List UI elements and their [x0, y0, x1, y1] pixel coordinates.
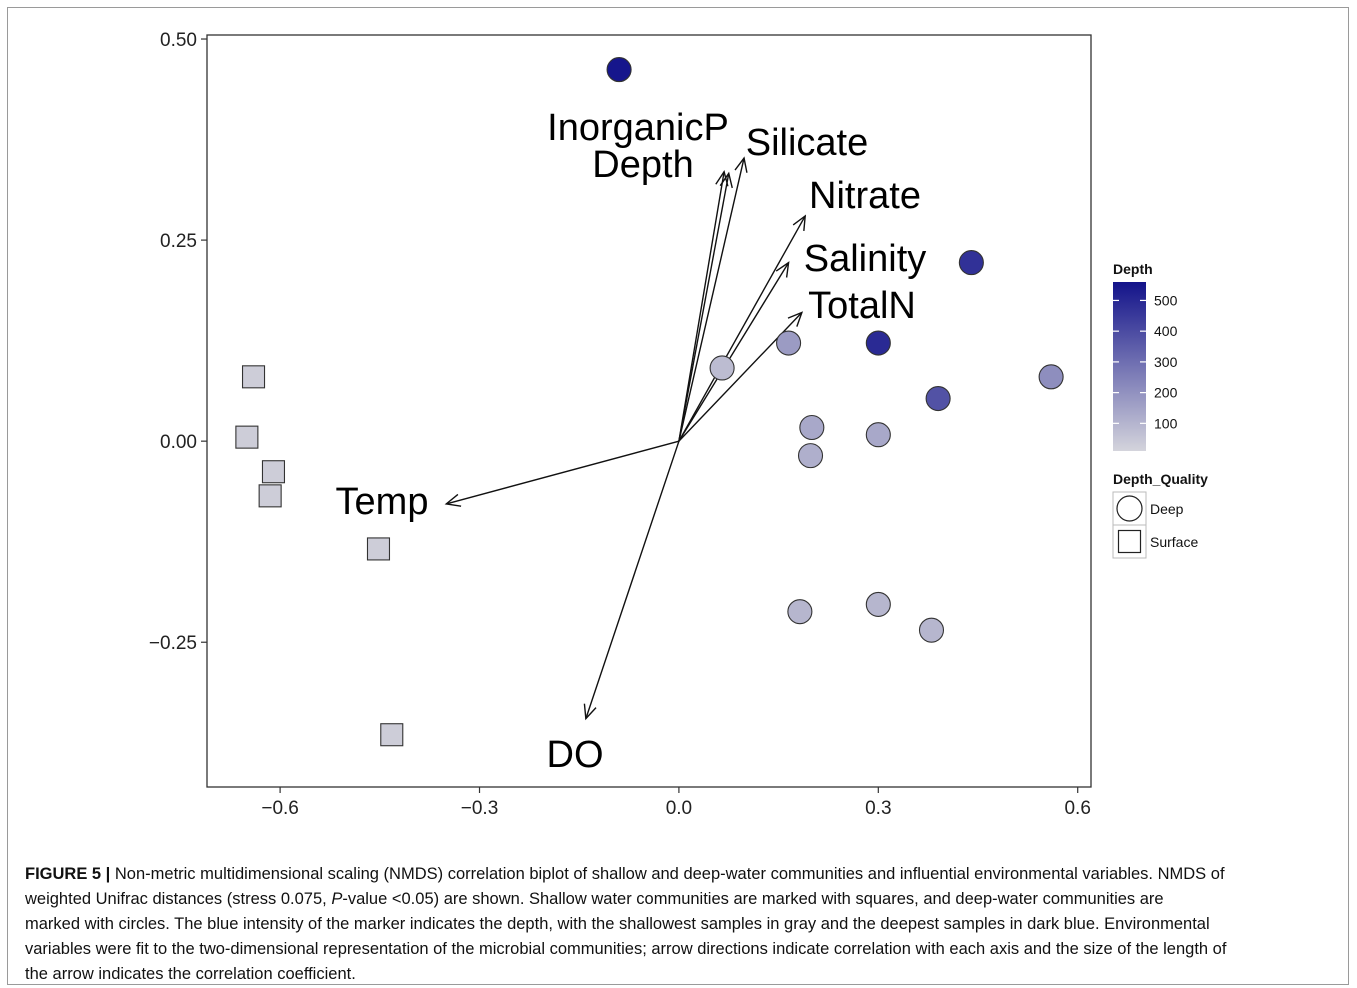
legend-deep-circle-icon [1116, 495, 1143, 522]
deep-sample-point [865, 422, 891, 448]
vector-label-do: DO [547, 734, 604, 776]
colorbar-tick-label: 400 [1154, 323, 1178, 339]
deep-sample-point [865, 591, 891, 617]
caption-line-1: Non-metric multidimensional scaling (NMD… [110, 865, 1225, 883]
deep-sample-point [918, 617, 945, 643]
depth-colorbar [1113, 282, 1146, 451]
nmds-biplot: −0.6 −0.3 0.0 0.3 0.6 0.50 0.25 0.00 −0.25 Inorg… [149, 30, 1208, 819]
vector-arrow-do [583, 440, 680, 721]
vector-shaft [678, 171, 725, 442]
surface-sample-point [235, 425, 259, 449]
figure-caption: FIGURE 5 | Non-metric multidimensional s… [25, 862, 1341, 987]
surface-sample-point [258, 484, 282, 508]
caption-line-2a: weighted Unifrac distances (stress 0.075… [25, 890, 332, 908]
caption-line-2b: -value <0.05) are shown. Shallow water c… [342, 890, 1164, 908]
deep-sample-point [797, 443, 824, 469]
vector-label-depth: Depth [592, 144, 693, 186]
vector-shaft [678, 262, 790, 442]
deep-sample-point [776, 330, 802, 356]
vector-shaft [678, 173, 730, 442]
vector-label-nitrate: Nitrate [809, 175, 921, 217]
vector-arrow-nitrate [678, 214, 807, 442]
y-tick-label: 0.50 [160, 30, 197, 51]
surface-sample-point [380, 723, 404, 747]
colorbar-tick-label: 200 [1154, 385, 1178, 401]
y-tick-label: 0.00 [160, 432, 197, 453]
x-tick-label: 0.3 [865, 798, 891, 819]
caption-label: FIGURE 5 | [25, 865, 111, 883]
legend: Depth 500 400 300 200 100 Depth_Quality Deep… [1112, 261, 1208, 559]
caption-line-4: variables were fit to the two-dimensiona… [25, 940, 1227, 958]
vector-arrowhead [444, 493, 462, 507]
vector-label-salinity: Salinity [804, 238, 927, 280]
vector-shaft [585, 440, 680, 719]
legend-surface-square-icon [1117, 529, 1142, 554]
vector-arrow-temp [444, 440, 680, 507]
colorbar-tick-label: 300 [1154, 354, 1178, 370]
surface-sample-point [241, 365, 266, 389]
caption-line-3: marked with circles. The blue intensity … [25, 915, 1210, 933]
x-tick-label: −0.3 [461, 798, 499, 819]
x-tick-label: 0.0 [666, 798, 692, 819]
deep-sample-point [787, 599, 813, 625]
legend-color-title: Depth [1113, 261, 1153, 277]
vector-arrowhead [734, 156, 748, 173]
x-tick-label: −0.6 [261, 798, 299, 819]
deep-sample-point [925, 385, 951, 412]
vector-label-silicate: Silicate [746, 122, 869, 164]
deep-sample-point [1038, 364, 1064, 390]
legend-label-deep: Deep [1150, 501, 1184, 517]
vector-arrowhead [787, 311, 804, 327]
vector-arrowhead [775, 261, 790, 278]
vector-label-totaln: TotalN [808, 285, 916, 327]
deep-sample-point [865, 330, 891, 356]
vector-arrowhead [792, 214, 807, 231]
caption-line-5: the arrow indicates the correlation coef… [25, 965, 356, 983]
vector-label-inorganicp: InorganicP [547, 107, 729, 149]
vector-label-temp: Temp [336, 481, 429, 523]
deep-sample-point [958, 250, 984, 276]
vector-shaft [446, 440, 680, 505]
vector-arrowhead [719, 171, 733, 189]
figure-frame [7, 7, 1349, 985]
x-tick-label: 0.6 [1064, 798, 1090, 819]
deep-sample-point [709, 355, 735, 381]
colorbar-tick-label: 500 [1154, 292, 1178, 308]
y-tick-label: −0.25 [149, 633, 197, 654]
vector-arrowhead [583, 703, 597, 721]
deep-sample-point [606, 57, 632, 83]
surface-sample-point [261, 460, 286, 484]
colorbar-tick-label: 100 [1154, 415, 1178, 431]
legend-shape-title: Depth_Quality [1113, 471, 1208, 487]
plot-panel [206, 34, 1092, 788]
vector-arrow-silicate [678, 156, 748, 442]
vector-shaft [678, 215, 806, 442]
legend-label-surface: Surface [1150, 534, 1198, 550]
vector-shaft [678, 157, 745, 442]
y-tick-label: 0.25 [160, 231, 197, 252]
deep-sample-point [799, 414, 825, 441]
caption-italic-p: P [331, 890, 343, 908]
vector-arrow-depth [678, 171, 733, 442]
vector-arrow-salinity [678, 261, 790, 442]
surface-sample-point [366, 537, 391, 561]
